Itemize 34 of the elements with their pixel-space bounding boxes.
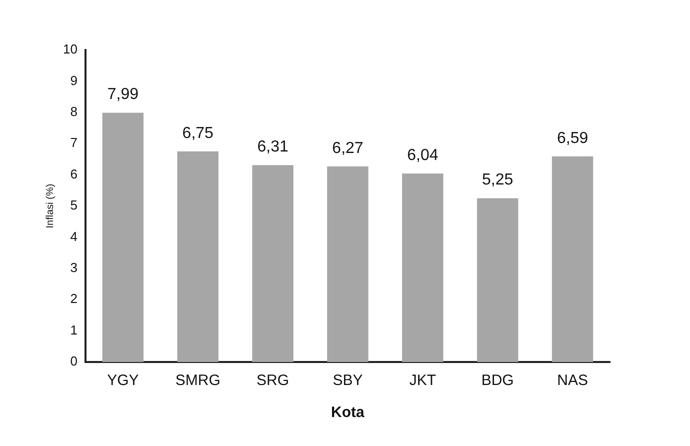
y-tick-label: 0 <box>70 354 78 369</box>
y-axis-title: Inflasi (%) <box>44 184 56 228</box>
bar <box>552 156 594 362</box>
y-tick-label: 6 <box>70 166 78 182</box>
bar <box>327 166 368 362</box>
bar <box>252 165 294 362</box>
data-label: 6,04 <box>407 146 438 164</box>
data-label: 7,99 <box>107 86 139 104</box>
x-tick-label: SRG <box>256 372 290 390</box>
x-axis-title: Kota <box>331 404 366 422</box>
x-tick-label: JKT <box>409 372 436 390</box>
y-tick-label: 10 <box>62 42 78 57</box>
y-tick-label: 7 <box>70 135 78 150</box>
x-tick-label: SMRG <box>175 372 220 390</box>
x-tick-label: BDG <box>481 372 514 390</box>
y-tick-label: 9 <box>70 72 78 88</box>
x-tick-label: NAS <box>557 372 588 390</box>
data-label: 6,31 <box>257 138 288 156</box>
data-label: 6,27 <box>332 140 364 157</box>
bar <box>402 174 444 362</box>
bar <box>476 198 518 362</box>
y-tick-label: 1 <box>70 322 78 338</box>
x-tick-label: YGY <box>107 372 139 390</box>
y-tick-label: 3 <box>70 260 78 275</box>
bar <box>177 151 218 362</box>
y-tick-label: 8 <box>70 104 78 119</box>
x-tick-label: SBY <box>332 372 363 390</box>
y-tick-label: 2 <box>70 291 78 306</box>
y-tick-label: 4 <box>70 228 78 244</box>
data-label: 6,75 <box>182 124 214 142</box>
data-label: 6,59 <box>556 130 588 147</box>
data-label: 5,25 <box>482 172 514 189</box>
bar <box>102 112 144 362</box>
y-tick-label: 5 <box>70 198 78 213</box>
